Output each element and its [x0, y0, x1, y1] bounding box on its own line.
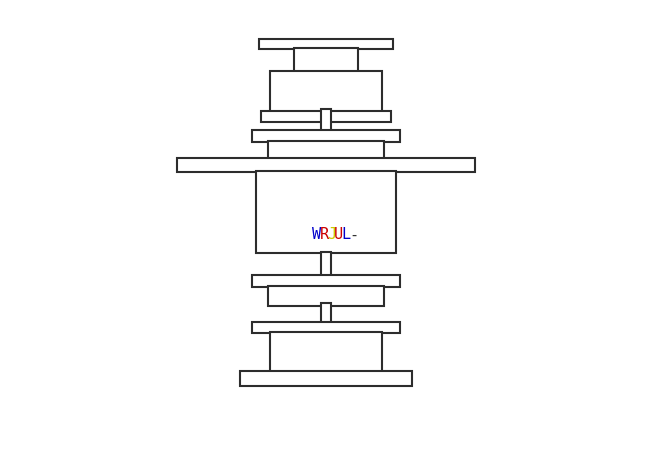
Bar: [252, 130, 400, 142]
Bar: [177, 158, 475, 172]
Text: J: J: [327, 227, 336, 242]
Bar: [252, 275, 400, 287]
Text: -: -: [349, 227, 359, 242]
Text: U: U: [334, 227, 344, 242]
Text: W: W: [312, 227, 321, 242]
Bar: [270, 332, 382, 372]
Bar: [256, 171, 396, 253]
Bar: [321, 109, 331, 140]
Bar: [261, 111, 391, 122]
Text: R: R: [319, 227, 329, 242]
Bar: [268, 141, 384, 159]
Bar: [295, 48, 357, 72]
Bar: [270, 71, 382, 112]
Bar: [321, 252, 331, 284]
Bar: [259, 39, 393, 49]
Bar: [240, 371, 412, 386]
Bar: [321, 303, 331, 330]
Bar: [268, 286, 384, 306]
Text: L: L: [342, 227, 351, 242]
Bar: [252, 322, 400, 333]
